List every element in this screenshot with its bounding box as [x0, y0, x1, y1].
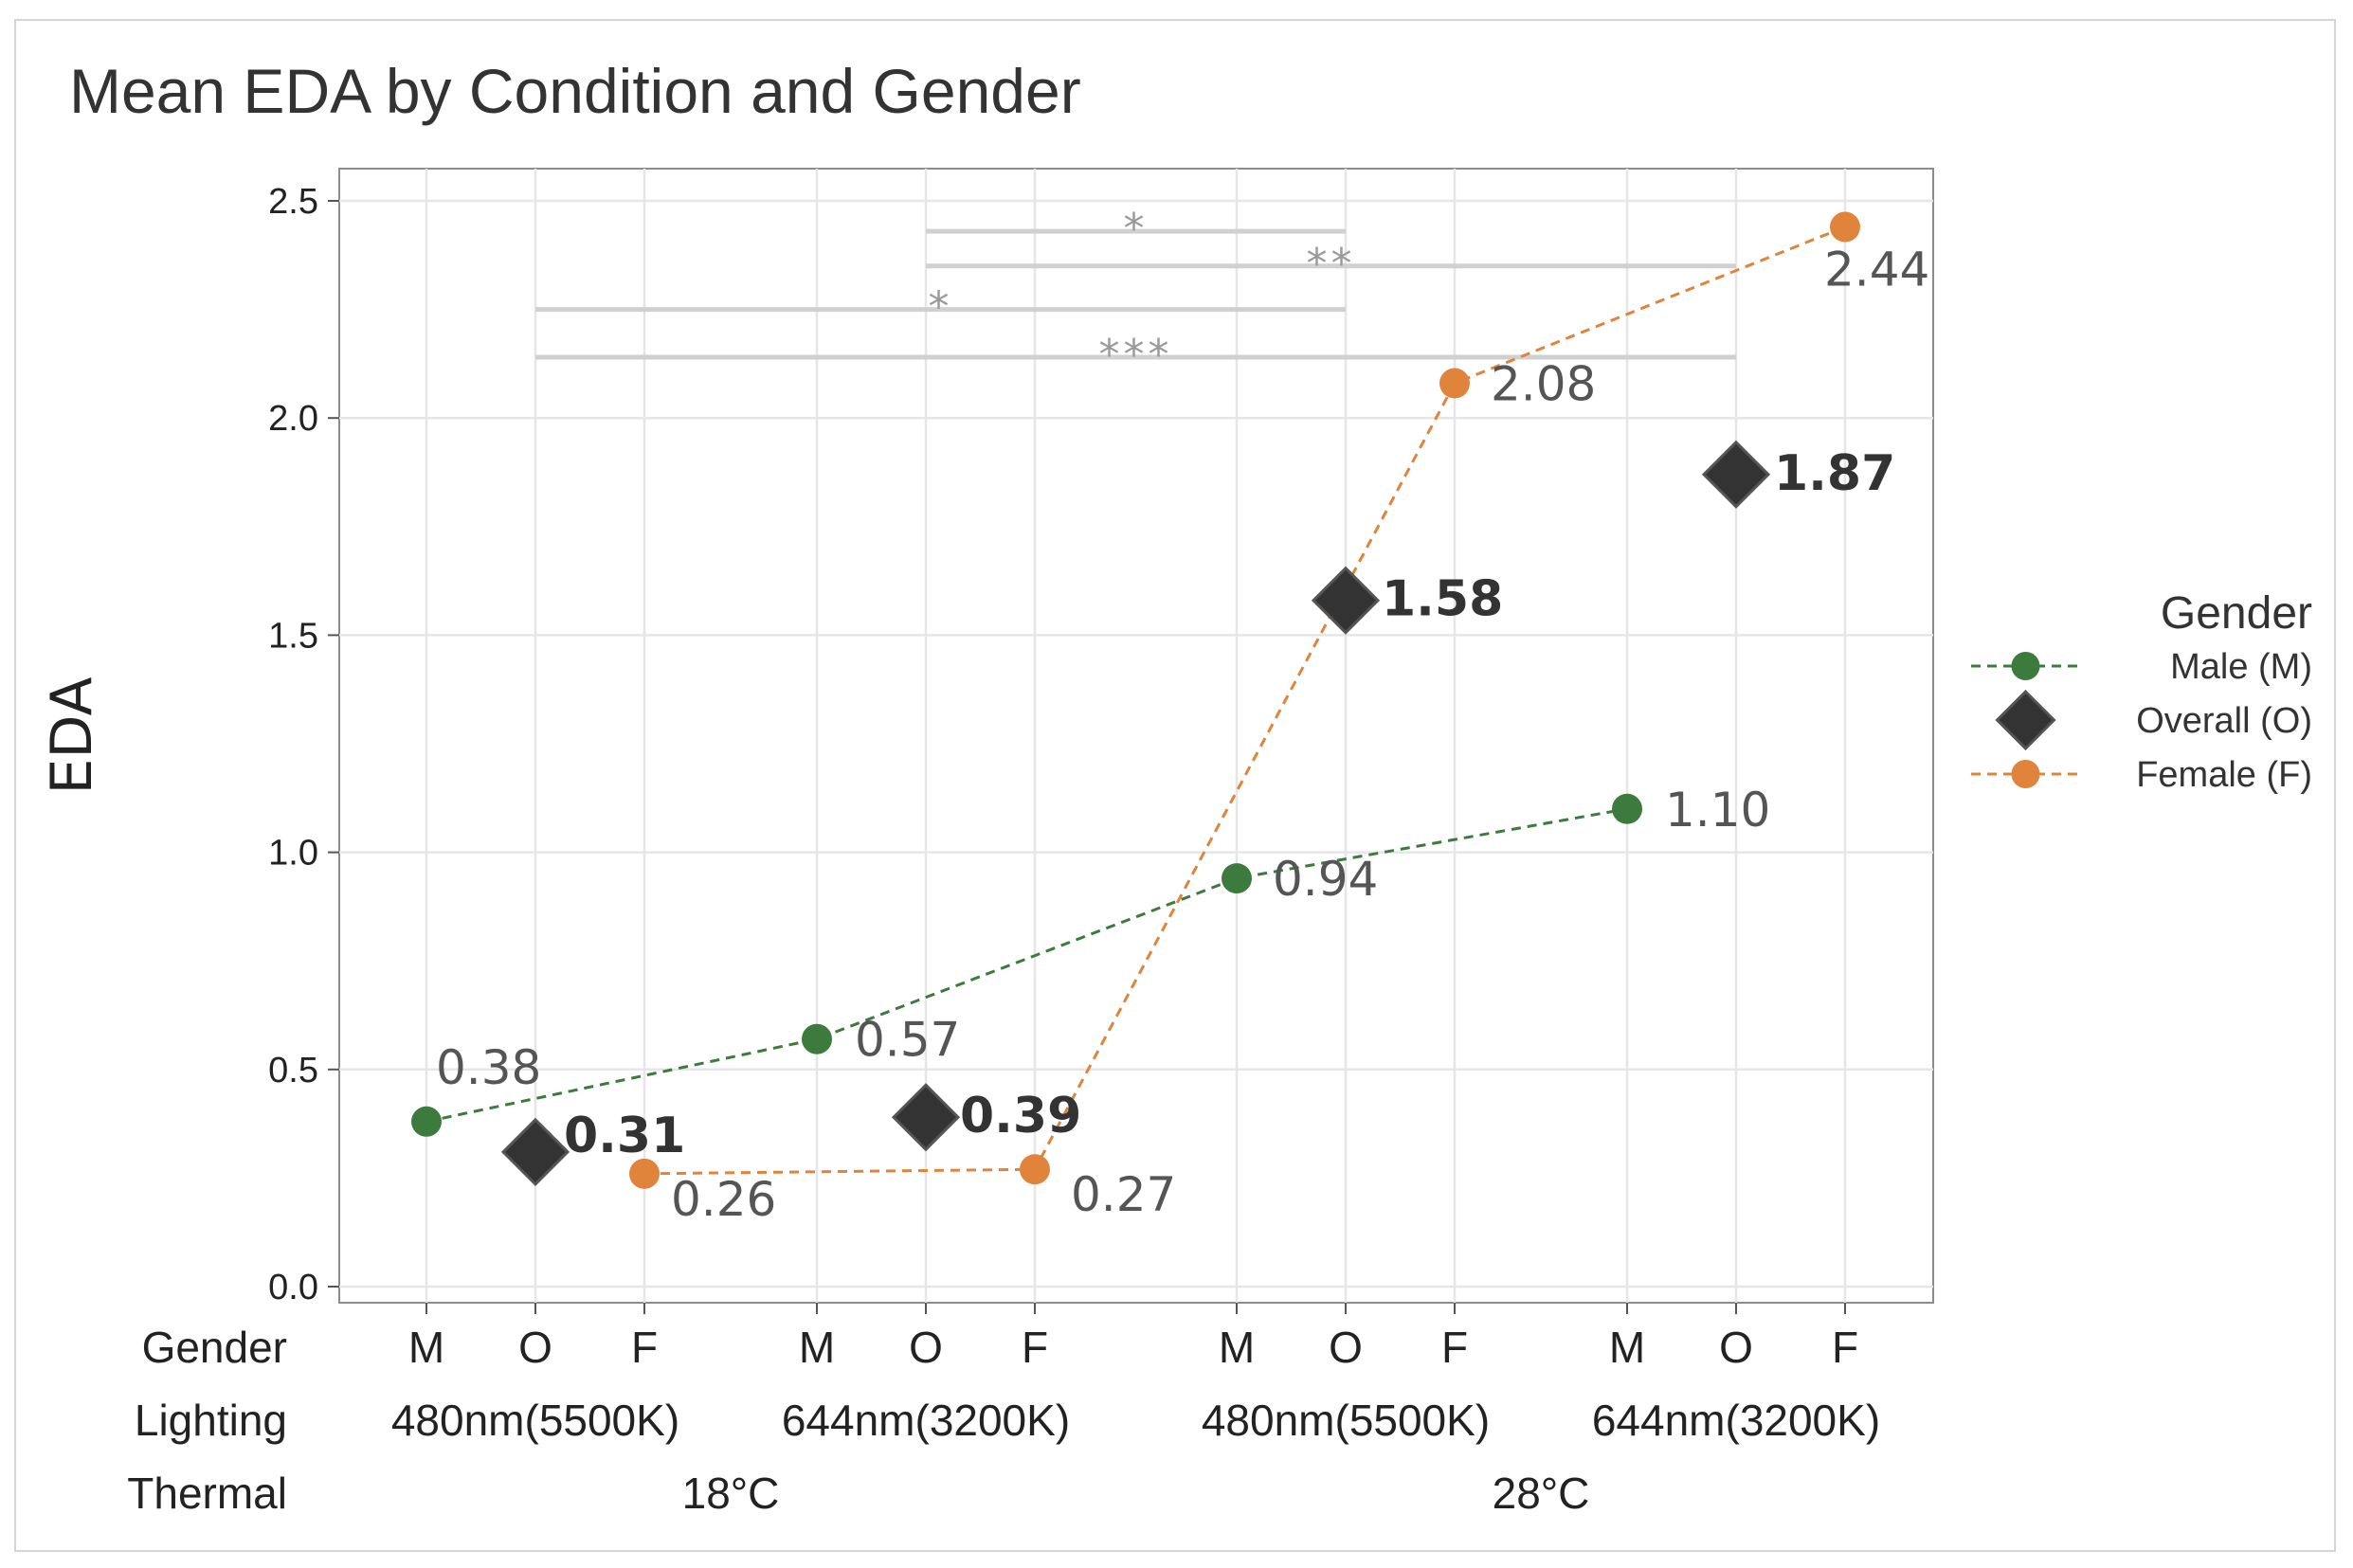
- gender-code-label: F: [1441, 1323, 1468, 1372]
- thermal-label: 18°C: [682, 1469, 780, 1518]
- legend-title: Gender: [2161, 588, 2312, 639]
- marker-overall: [500, 1117, 570, 1187]
- gender-code-label: M: [1609, 1323, 1645, 1372]
- row-label-gender: Gender: [142, 1323, 287, 1372]
- lighting-label: 480nm(5500K): [391, 1396, 679, 1445]
- lighting-label: 644nm(3200K): [782, 1396, 1070, 1445]
- marker-m: [1222, 863, 1252, 894]
- data-label-f: 2.44: [1824, 243, 1929, 297]
- legend-marker-circle: [2011, 760, 2040, 788]
- y-tick-label: 2.5: [268, 182, 318, 222]
- row-label-lighting: Lighting: [135, 1396, 287, 1445]
- marker-m: [1612, 793, 1642, 824]
- data-label-m: 0.57: [855, 1013, 960, 1068]
- gender-code-label: O: [1719, 1323, 1753, 1372]
- data-label-f: 0.27: [1071, 1167, 1176, 1222]
- gender-code-label: F: [1022, 1323, 1048, 1372]
- gender-code-label: F: [631, 1323, 658, 1372]
- data-label-f: 0.26: [671, 1172, 776, 1227]
- gender-code-label: O: [518, 1323, 552, 1372]
- significance-mark: *: [1124, 205, 1149, 253]
- gender-code-label: F: [1832, 1323, 1858, 1372]
- marker-f: [629, 1158, 660, 1189]
- legend-entry: Male (M): [2170, 647, 2312, 687]
- series-line-m: [425, 807, 1628, 1124]
- marker-f: [1020, 1154, 1050, 1185]
- lighting-label: 644nm(3200K): [1592, 1396, 1880, 1445]
- significance-mark: ***: [1099, 331, 1173, 379]
- marker-overall: [1701, 440, 1771, 509]
- data-label-m: 0.38: [436, 1040, 541, 1095]
- legend-marker-diamond: [1995, 689, 2056, 751]
- gender-code-label: M: [799, 1323, 835, 1372]
- legend-entry: Female (F): [2136, 755, 2312, 795]
- thermal-label: 28°C: [1493, 1469, 1590, 1518]
- data-label-o: 1.87: [1774, 445, 1895, 502]
- data-label-o: 0.31: [564, 1108, 685, 1164]
- marker-overall: [891, 1083, 961, 1152]
- lighting-label: 480nm(5500K): [1202, 1396, 1490, 1445]
- y-tick-label: 0.5: [268, 1051, 318, 1090]
- gender-code-label: O: [909, 1323, 943, 1372]
- legend-marker-circle: [2011, 652, 2040, 680]
- gender-code-label: M: [1219, 1323, 1255, 1372]
- legend-entry: Overall (O): [2136, 701, 2312, 741]
- marker-f: [1830, 211, 1860, 243]
- data-label-m: 1.10: [1665, 783, 1770, 838]
- data-label-o: 0.39: [960, 1088, 1081, 1144]
- marker-f: [1439, 368, 1470, 399]
- y-tick-label: 0.0: [268, 1268, 318, 1307]
- row-label-thermal: Thermal: [127, 1469, 287, 1518]
- marker-overall: [1311, 566, 1381, 635]
- chart-title: Mean EDA by Condition and Gender: [69, 56, 1081, 126]
- data-label-m: 0.94: [1273, 852, 1378, 907]
- y-tick-label: 2.0: [268, 399, 318, 439]
- y-tick-label: 1.5: [268, 616, 318, 656]
- y-axis-label: EDA: [39, 676, 105, 794]
- significance-mark: *: [929, 283, 953, 332]
- gender-code-label: O: [1329, 1323, 1363, 1372]
- y-tick-label: 1.0: [268, 834, 318, 874]
- data-label-f: 2.08: [1491, 357, 1596, 412]
- data-label-o: 1.58: [1382, 571, 1503, 628]
- marker-m: [411, 1106, 442, 1137]
- significance-mark: **: [1307, 240, 1356, 288]
- marker-m: [802, 1023, 832, 1054]
- gender-code-label: M: [408, 1323, 444, 1372]
- series-line-f: [643, 225, 1846, 1176]
